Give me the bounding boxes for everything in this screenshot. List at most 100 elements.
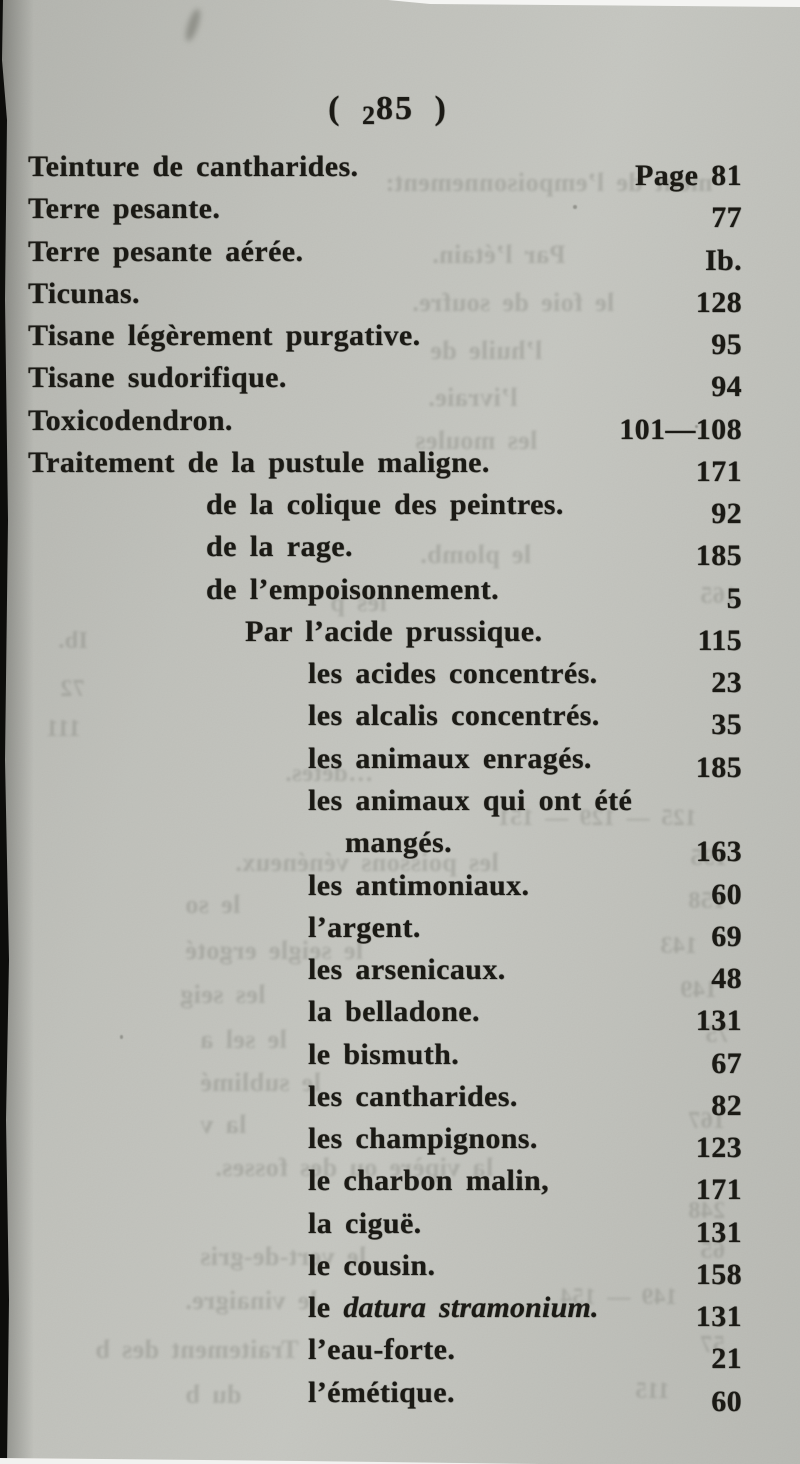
entry-page: 23 xyxy=(711,666,742,700)
entry-page: 60 xyxy=(711,1384,742,1418)
ink-smudge xyxy=(182,7,204,43)
entry-page: 77 xyxy=(711,201,742,235)
entry-page: 158 xyxy=(695,1257,742,1291)
entry-page: 171 xyxy=(695,1173,742,1207)
scan-top-edge xyxy=(388,0,800,7)
entry-label: Traitement de la pustule maligne. xyxy=(28,445,490,479)
entry-page: 48 xyxy=(711,962,742,996)
entry-label: Tisane légèrement purgative. xyxy=(28,319,421,353)
paper-speck xyxy=(695,425,698,428)
entry-page: 131 xyxy=(695,1300,742,1334)
entry-label: Par l’acide prussique. xyxy=(245,614,543,648)
index-row: de la colique des peintres. 92 xyxy=(0,485,800,530)
entry-label: les animaux qui ont été xyxy=(308,783,633,817)
index-row: Terre pesante. 77 xyxy=(0,189,800,234)
entry-page: Ib. xyxy=(704,243,742,277)
entry-page: 35 xyxy=(711,708,742,742)
folio-digit: 2 xyxy=(362,101,376,130)
entry-page: 185 xyxy=(695,750,742,784)
entry-page: 131 xyxy=(695,1004,742,1038)
entry-page: 95 xyxy=(711,328,742,362)
entry-label: les cantharides. xyxy=(308,1079,518,1113)
folio-paren-open: ( xyxy=(328,90,342,127)
index-row: le bismuth. 67 xyxy=(0,1035,800,1080)
entry-page: 21 xyxy=(711,1342,742,1376)
entry-page: 123 xyxy=(695,1131,742,1165)
entry-page: 92 xyxy=(711,497,742,531)
entry-label: les alcalis concentrés. xyxy=(308,699,600,733)
entry-page: 60 xyxy=(711,877,742,911)
folio-digits: 85 xyxy=(376,90,414,127)
index-row: Toxicodendron. 101—108 xyxy=(0,401,800,446)
index-row: de l’empoisonnement. 5 xyxy=(0,570,800,615)
entry-label: les antimoniaux. xyxy=(308,868,530,902)
entry-page: 94 xyxy=(711,370,742,404)
index-row: les champignons. 123 xyxy=(0,1119,800,1164)
index-row: le charbon malin, 171 xyxy=(0,1161,800,1206)
index-row: mangés. 163 xyxy=(0,823,800,868)
index-row: les arsenicaux. 48 xyxy=(0,950,800,995)
index-row: Ticunas. 128 xyxy=(0,274,800,319)
entry-page: 115 xyxy=(697,623,742,657)
entry-label: mangés. xyxy=(345,826,452,860)
entry-label: de l’empoisonnement. xyxy=(206,572,499,606)
entry-label: Terre pesante. xyxy=(28,192,221,226)
index-row: la ciguë. 131 xyxy=(0,1204,800,1249)
entry-label: l’eau-forte. xyxy=(308,1333,456,1367)
index-row: Par l’acide prussique. 115 xyxy=(0,612,800,657)
entry-label: Ticunas. xyxy=(28,276,140,310)
page-number-heading: ( 285 ) xyxy=(0,90,788,131)
entry-label: l’émétique. xyxy=(308,1375,455,1409)
index-list: Teinture de cantharides. Page 81 Terre pe… xyxy=(0,147,800,1418)
entry-label-latin-italic: datura stramonium. xyxy=(343,1291,599,1325)
entry-label: le datura stramonium. xyxy=(308,1288,599,1328)
entry-label: le bismuth. xyxy=(308,1037,460,1071)
folio-paren-close: ) xyxy=(434,90,448,127)
scan-bottom-edge xyxy=(0,1458,540,1464)
entry-page: 185 xyxy=(695,539,742,573)
entry-label: les animaux enragés. xyxy=(308,741,592,775)
index-row: le cousin. 158 xyxy=(0,1246,800,1291)
entry-label: le cousin. xyxy=(308,1248,436,1282)
entry-page: 163 xyxy=(695,835,742,869)
paper-speck xyxy=(573,205,577,209)
page-left-dark-edge xyxy=(0,0,9,1464)
entry-label-prefix: le xyxy=(308,1291,344,1325)
index-row: l’eau-forte. 21 xyxy=(0,1330,800,1375)
entry-page: 128 xyxy=(695,285,742,319)
entry-page: 171 xyxy=(695,454,742,488)
entry-label: Tisane sudorifique. xyxy=(28,361,287,395)
entry-label: de la rage. xyxy=(206,530,353,564)
entry-page: 69 xyxy=(711,919,742,953)
entry-label: Terre pesante aérée. xyxy=(28,234,304,268)
index-row: Terre pesante aérée. Ib. xyxy=(0,232,800,277)
entry-page: 131 xyxy=(695,1215,742,1249)
entry-label: l’argent. xyxy=(308,910,421,944)
index-row: les alcalis concentrés. 35 xyxy=(0,696,800,741)
index-row: Tisane sudorifique. 94 xyxy=(0,358,800,403)
index-row: l’argent. 69 xyxy=(0,908,800,953)
index-row: Tisane légèrement purgative. 95 xyxy=(0,316,800,361)
entry-label: Toxicodendron. xyxy=(28,403,233,437)
entry-label: la ciguë. xyxy=(308,1206,422,1240)
entry-label: la belladone. xyxy=(308,995,480,1029)
index-row: les cantharides. 82 xyxy=(0,1077,800,1122)
entry-label: les arsenicaux. xyxy=(308,953,506,987)
paper-speck xyxy=(120,1035,123,1039)
entry-page: 67 xyxy=(711,1046,742,1080)
index-row: les animaux enragés. 185 xyxy=(0,739,800,784)
index-row: de la rage. 185 xyxy=(0,527,800,572)
index-row: les antimoniaux. 60 xyxy=(0,866,800,911)
index-row: Teinture de cantharides. Page 81 xyxy=(0,147,800,192)
entry-page: Page 81 xyxy=(635,159,742,192)
entry-label: de la colique des peintres. xyxy=(206,488,564,522)
index-row: les animaux qui ont été xyxy=(0,781,800,823)
entry-label: Teinture de cantharides. xyxy=(28,150,359,183)
entry-label: les champignons. xyxy=(308,1122,538,1156)
index-row: l’émétique. 60 xyxy=(0,1373,800,1418)
index-row: le datura stramonium. 131 xyxy=(0,1288,800,1333)
index-row: les acides concentrés. 23 xyxy=(0,654,800,699)
entry-label: le charbon malin, xyxy=(308,1164,549,1198)
index-row: la belladone. 131 xyxy=(0,992,800,1037)
